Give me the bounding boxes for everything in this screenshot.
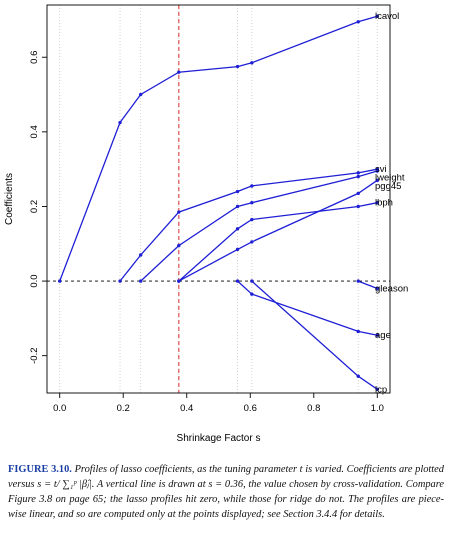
y-tick-label-1: 0.0 xyxy=(29,274,40,287)
point-age-2 xyxy=(356,329,360,334)
x-tick-label-2: 0.4 xyxy=(180,403,193,414)
plot-border xyxy=(46,4,391,394)
point-lcavol-3 xyxy=(177,70,181,74)
point-lcp-0 xyxy=(250,279,254,283)
x-tick-label-3: 0.6 xyxy=(244,403,257,414)
point-lcavol-6 xyxy=(356,20,360,24)
point-age-1 xyxy=(250,292,254,296)
series-label-pgg45: pgg45 xyxy=(375,181,401,192)
figure-caption: FIGURE 3.10. Profiles of lasso coefficie… xyxy=(8,462,444,522)
point-svi-0 xyxy=(118,279,122,283)
point-lbph-2 xyxy=(250,217,254,222)
point-svi-1 xyxy=(138,253,143,257)
point-lcavol-2 xyxy=(138,92,143,97)
point-lcavol-1 xyxy=(118,120,122,125)
point-age-3 xyxy=(375,333,379,337)
point-lcp-1 xyxy=(356,374,360,378)
point-pgg45-2 xyxy=(250,240,254,244)
x-tick-label-5: 1.0 xyxy=(371,403,384,414)
point-lweight-4 xyxy=(356,174,360,179)
point-svi-2 xyxy=(177,210,181,214)
y-tick-label-0: -0.2 xyxy=(29,348,40,364)
point-lcavol-5 xyxy=(250,61,254,65)
series-line-lbph xyxy=(178,202,378,282)
y-axis-title: Coefficients xyxy=(4,173,15,225)
point-lweight-5 xyxy=(375,169,379,173)
point-lweight-2 xyxy=(235,204,240,209)
series-label-lcp: lcp xyxy=(375,384,387,395)
x-tick-label-4: 0.8 xyxy=(307,403,320,414)
point-lbph-1 xyxy=(235,227,240,231)
point-lcavol-7 xyxy=(375,14,379,18)
point-lweight-3 xyxy=(250,201,254,205)
point-lcp-2 xyxy=(375,387,379,391)
y-tick-label-2: 0.2 xyxy=(29,200,40,213)
series-label-age: age xyxy=(375,330,391,341)
series-label-lcavol: lcavol xyxy=(375,11,399,22)
point-lbph-3 xyxy=(356,204,360,209)
series-line-lweight xyxy=(140,170,378,282)
reference-lines xyxy=(47,5,390,393)
point-gleason-0 xyxy=(356,279,360,283)
point-lweight-0 xyxy=(138,279,143,283)
point-gleason-1 xyxy=(375,286,379,291)
caption-text: Profiles of lasso coefficients, as the t… xyxy=(8,464,444,520)
grid-lines xyxy=(59,5,378,393)
point-svi-5 xyxy=(356,171,360,175)
point-age-0 xyxy=(235,279,240,283)
point-lbph-4 xyxy=(375,201,379,205)
plot-frame xyxy=(46,4,391,394)
series-label-gleason: gleason xyxy=(375,284,408,295)
series-line-pgg45 xyxy=(178,179,378,282)
figure-label: FIGURE 3.10. xyxy=(8,464,72,475)
point-lcavol-4 xyxy=(235,64,240,69)
y-tick-label-4: 0.6 xyxy=(29,51,40,64)
axes: 0.0 0.2 0.4 0.6 0.8 1.0 -0.2 0.0 0.2 0.4 0.6 xyxy=(29,51,384,414)
point-pgg45-4 xyxy=(375,178,379,183)
series-line-age xyxy=(237,280,378,336)
point-lweight-1 xyxy=(177,243,181,248)
point-pgg45-1 xyxy=(235,247,240,252)
series-label-lbph: lbph xyxy=(375,198,393,209)
point-svi-4 xyxy=(250,184,254,188)
series-label-svi: svi xyxy=(375,164,387,175)
series-line-lcavol xyxy=(59,15,378,282)
point-pgg45-3 xyxy=(356,191,360,196)
y-tick-label-3: 0.4 xyxy=(29,125,40,138)
x-tick-label-1: 0.2 xyxy=(117,403,130,414)
point-svi-3 xyxy=(235,189,240,194)
x-axis-title: Shrinkage Factor s xyxy=(177,433,261,444)
x-tick-label-0: 0.0 xyxy=(53,403,66,414)
series-line-gleason xyxy=(357,280,378,290)
point-lcavol-0 xyxy=(58,279,62,283)
point-lbph-0 xyxy=(177,279,181,283)
